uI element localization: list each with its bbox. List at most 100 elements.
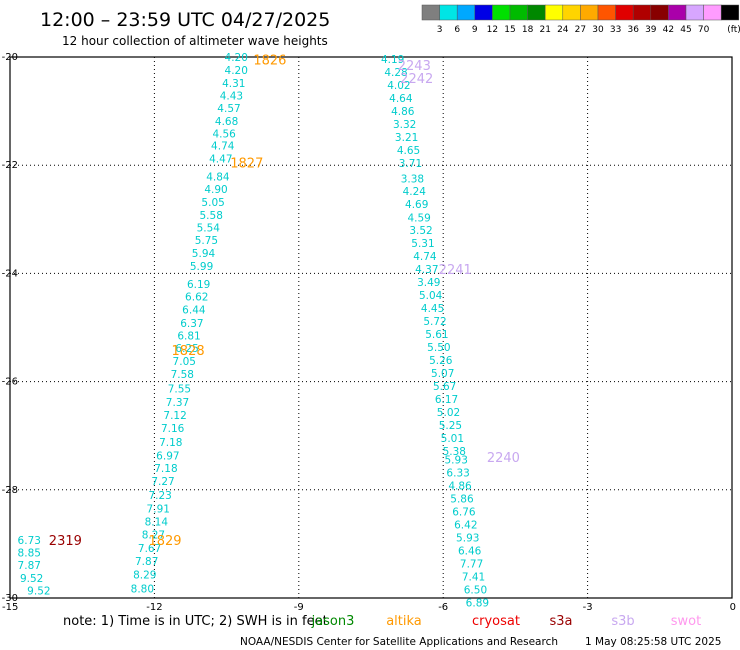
wave-height-value: 5.50	[427, 342, 450, 354]
color-swatch	[704, 5, 722, 20]
color-tick-label: 15	[504, 25, 515, 35]
wave-height-value: 4.20	[225, 52, 248, 64]
wave-height-value: 3.71	[399, 158, 422, 170]
wave-height-value: 5.01	[441, 433, 464, 445]
wave-height-value: 4.45	[421, 303, 444, 315]
color-swatch	[475, 5, 493, 20]
wave-height-value: 4.37	[415, 264, 438, 276]
color-swatch	[633, 5, 651, 20]
wave-height-value: 4.65	[397, 145, 420, 157]
wave-height-value: 7.87	[135, 556, 158, 568]
wave-height-values: 4.204.204.314.434.574.684.564.744.474.84…	[18, 52, 490, 609]
color-swatch	[616, 5, 634, 20]
grid-lines	[10, 57, 732, 598]
wave-height-value: 7.23	[148, 490, 171, 502]
color-tick-label: 18	[522, 25, 534, 35]
color-swatch	[510, 5, 528, 20]
color-tick-label: 33	[610, 25, 621, 35]
wave-height-value: 4.69	[405, 199, 428, 211]
wave-height-value: 7.55	[168, 384, 191, 396]
wave-height-value: 6.44	[182, 305, 206, 317]
satellite-legend: jason3 altika cryosat s3a s3b swot	[311, 614, 702, 629]
wave-height-value: 8.85	[18, 548, 41, 560]
color-unit-label: (ft)	[727, 25, 740, 35]
wave-height-value: 7.37	[166, 397, 189, 409]
y-tick-label: -28	[2, 485, 18, 496]
wave-height-value: 8.14	[145, 517, 169, 529]
wave-height-value: 5.26	[429, 355, 453, 367]
color-swatch	[563, 5, 581, 20]
pass-label: 2240	[487, 451, 520, 466]
wave-height-value: 4.68	[215, 116, 238, 128]
wave-height-value: 7.18	[159, 437, 182, 449]
legend-s3a: s3a	[549, 614, 572, 629]
color-swatch	[668, 5, 686, 20]
y-tick-label: -20	[2, 52, 18, 63]
x-tick-label: 0	[730, 602, 736, 613]
color-swatch	[545, 5, 563, 20]
wave-height-value: 4.90	[204, 184, 227, 196]
y-tick-label: -26	[2, 377, 18, 388]
pass-label: 2242	[400, 72, 433, 87]
color-tick-label: 6	[454, 25, 460, 35]
plot-area	[10, 57, 732, 598]
wave-height-value: 8.80	[131, 583, 154, 595]
wave-height-value: 3.52	[409, 225, 432, 237]
color-tick-label: 30	[592, 25, 604, 35]
wave-height-value: 5.72	[423, 316, 446, 328]
wave-height-value: 5.31	[411, 238, 434, 250]
wave-height-value: 6.50	[464, 584, 487, 596]
color-swatch	[651, 5, 669, 20]
wave-height-value: 7.12	[163, 410, 186, 422]
legend-s3b: s3b	[611, 614, 634, 629]
wave-height-value: 7.27	[151, 476, 174, 488]
wave-height-value: 6.97	[156, 451, 179, 463]
wave-height-value: 6.62	[185, 292, 208, 304]
pass-label: 1827	[230, 156, 263, 171]
color-swatch	[492, 5, 510, 20]
wave-height-value: 3.21	[395, 132, 418, 144]
color-tick-label: 45	[680, 25, 691, 35]
wave-height-value: 7.77	[460, 558, 483, 570]
legend-altika: altika	[386, 614, 422, 629]
wave-height-value: 4.57	[217, 103, 240, 115]
wave-height-value: 3.32	[393, 119, 416, 131]
wave-height-value: 6.42	[454, 519, 477, 531]
wave-height-value: 4.64	[389, 93, 413, 105]
color-tick-label: 27	[575, 25, 586, 35]
wave-height-value: 7.41	[462, 571, 485, 583]
wave-height-value: 7.16	[161, 423, 185, 435]
wave-height-value: 5.93	[456, 532, 479, 544]
x-tick-label: -12	[146, 602, 162, 613]
color-tick-label: 42	[663, 25, 674, 35]
pass-label: 1829	[148, 534, 181, 549]
legend-cryosat: cryosat	[472, 614, 520, 629]
wave-height-value: 5.07	[431, 368, 454, 380]
pass-label: 1828	[172, 344, 205, 359]
wave-height-value: 6.33	[446, 467, 469, 479]
wave-height-value: 5.86	[450, 493, 474, 505]
wave-height-value: 4.84	[206, 172, 230, 184]
wave-height-value: 7.18	[154, 463, 177, 475]
wave-height-value: 4.86	[391, 106, 415, 118]
color-tick-label: 36	[627, 25, 639, 35]
wave-height-value: 4.31	[222, 78, 245, 90]
color-swatch	[422, 5, 440, 20]
wave-height-value: 4.24	[403, 186, 427, 198]
color-tick-label: 12	[487, 25, 498, 35]
pass-label: 2241	[439, 263, 472, 278]
y-tick-label: -30	[2, 593, 18, 604]
wave-height-value: 5.75	[195, 235, 218, 247]
wave-height-value: 6.17	[435, 394, 458, 406]
wave-height-value: 4.74	[211, 141, 235, 153]
chart-subtitle: 12 hour collection of altimeter wave hei…	[62, 34, 328, 48]
legend-swot: swot	[671, 614, 701, 629]
color-tick-label: 24	[557, 25, 569, 35]
wave-height-value: 5.54	[197, 222, 221, 234]
wave-height-value: 9.52	[27, 585, 50, 597]
wave-height-value: 5.93	[445, 455, 468, 467]
wave-height-value: 4.86	[448, 480, 472, 492]
wave-height-value: 4.43	[220, 90, 243, 102]
